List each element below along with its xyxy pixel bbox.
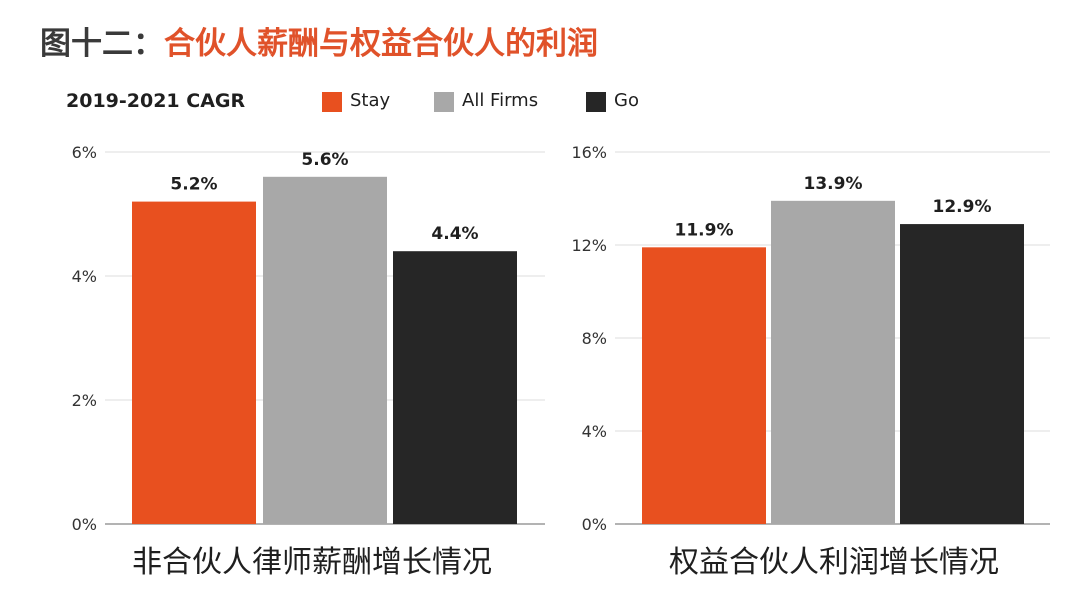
figure-number: 图十二： [40, 26, 164, 62]
legend-label-stay: Stay [350, 90, 391, 111]
cagr-label: 2019-2021 CAGR [66, 90, 246, 112]
y-tick-label-1-3: 12% [571, 236, 607, 255]
y-tick-label-0-1: 2% [72, 391, 97, 410]
legend-swatch-go [586, 92, 606, 112]
figure-title-text: 合伙人薪酬与权益合伙人的利润 [164, 26, 598, 62]
bar-0-stay [132, 201, 256, 524]
data-label-0-0: 5.2% [170, 175, 217, 195]
y-tick-label-1-4: 16% [571, 143, 607, 162]
data-label-0-1: 5.6% [301, 150, 348, 170]
bar-1-stay [642, 247, 766, 524]
figure-title: 图十二：合伙人薪酬与权益合伙人的利润 [40, 18, 598, 63]
y-tick-label-0-2: 4% [72, 267, 97, 286]
bar-0-go [393, 251, 517, 524]
bar-1-go [900, 224, 1024, 524]
y-tick-label-1-0: 0% [582, 515, 607, 534]
legend-label-all-firms: All Firms [462, 90, 539, 111]
bar-1-all-firms [771, 200, 895, 524]
data-label-1-1: 13.9% [804, 174, 863, 194]
legend-swatch-stay [322, 92, 342, 112]
y-tick-label-0-3: 6% [72, 143, 97, 162]
y-tick-label-0-0: 0% [72, 515, 97, 534]
data-label-1-2: 12.9% [933, 197, 992, 217]
bar-0-all-firms [263, 176, 387, 525]
panel-title-0: 非合伙人律师薪酬增长情况 [132, 545, 492, 580]
y-tick-label-1-2: 8% [582, 329, 607, 348]
legend-swatch-all-firms [434, 92, 454, 112]
data-label-0-2: 4.4% [431, 224, 478, 244]
y-tick-label-1-1: 4% [582, 422, 607, 441]
legend: 2019-2021 CAGR Stay All Firms Go [66, 88, 1066, 114]
legend-label-go: Go [614, 90, 639, 111]
data-label-1-0: 11.9% [675, 220, 734, 240]
panel-title-1: 权益合伙人利润增长情况 [669, 545, 999, 580]
